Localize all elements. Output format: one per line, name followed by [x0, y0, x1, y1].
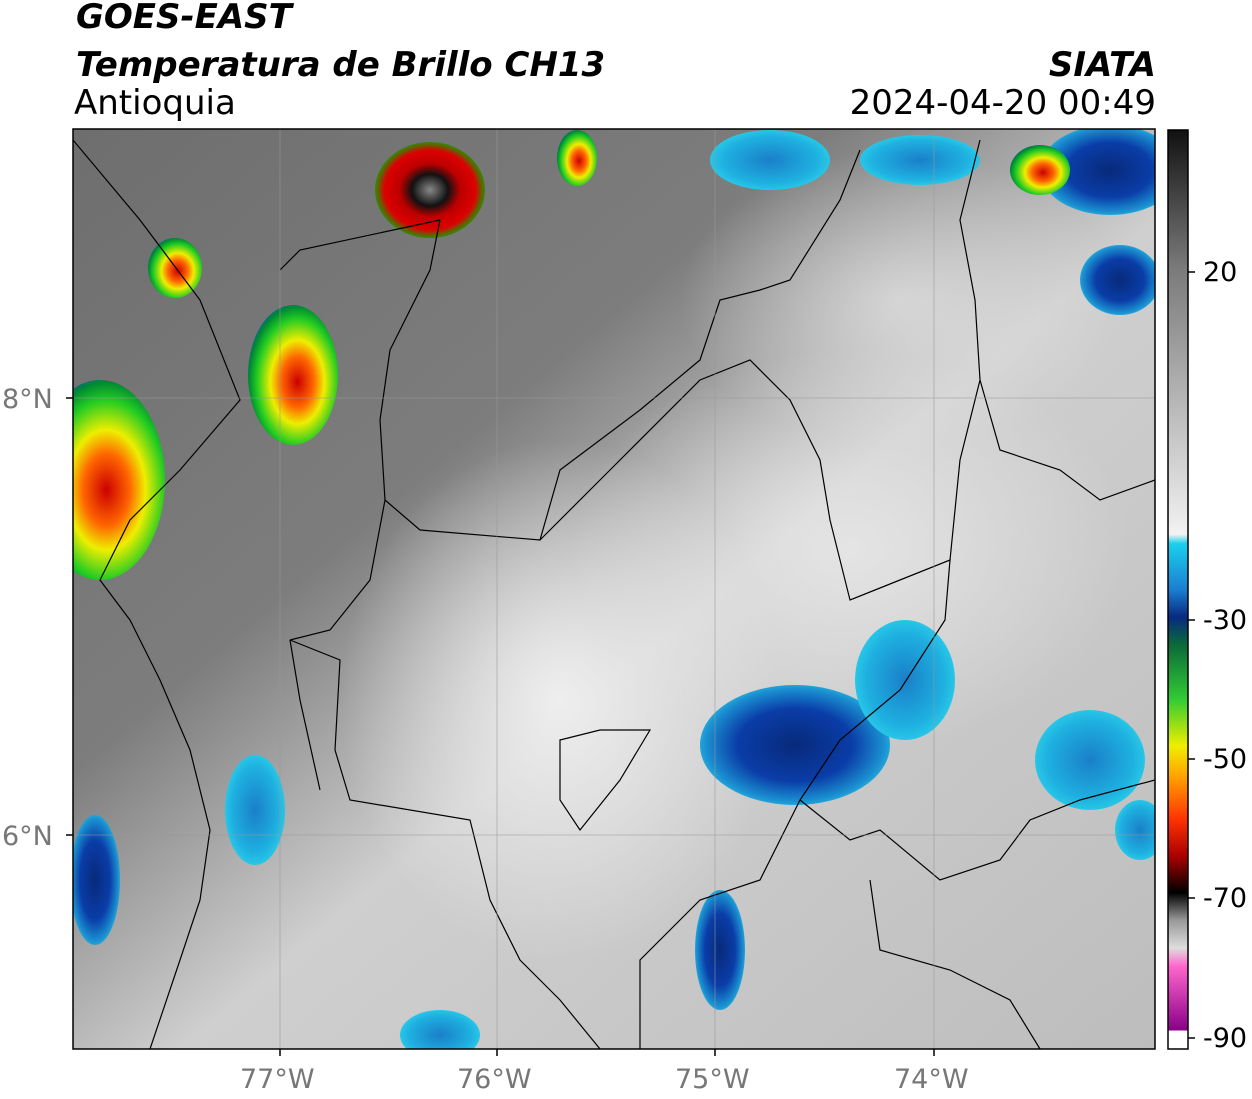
map-frame — [72, 128, 1156, 1050]
product-title: Temperatura de Brillo CH13 — [76, 45, 606, 85]
lon-label: 74°W — [894, 1064, 969, 1095]
source: SIATA — [1048, 45, 1156, 85]
colorbar-tick-label: -90 — [1203, 1023, 1248, 1054]
colorbar-tick-label: -50 — [1203, 744, 1248, 775]
region: Antioquia — [74, 83, 236, 123]
colorbar-tick-label: -70 — [1203, 883, 1248, 914]
lat-label: 6°N — [2, 821, 53, 852]
colorbar-tick-label: 20 — [1203, 257, 1238, 288]
lon-label: 76°W — [457, 1064, 532, 1095]
colorbar — [1167, 129, 1189, 1050]
satellite-title: GOES-EAST — [76, 0, 292, 37]
datetime: 2024-04-20 00:49 — [849, 83, 1156, 123]
lon-label: 77°W — [240, 1064, 315, 1095]
lat-label: 8°N — [2, 384, 53, 415]
lon-label: 75°W — [675, 1064, 750, 1095]
graticule — [73, 129, 1155, 1049]
imagery — [73, 129, 1155, 1049]
colorbar-tick-label: -30 — [1203, 605, 1248, 636]
